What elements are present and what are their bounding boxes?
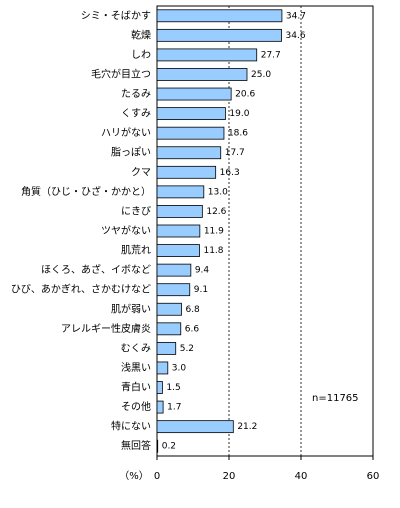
- value-label: 0.2: [162, 442, 176, 452]
- y-tick-label: にきび: [121, 205, 151, 217]
- value-label: 11.8: [203, 246, 223, 256]
- y-tick-label: 角質（ひじ・ひざ・かかと）: [21, 185, 151, 198]
- bar: [156, 48, 258, 62]
- bar: [156, 87, 232, 101]
- bar: [156, 68, 248, 81]
- bar: [156, 400, 164, 414]
- y-tick-label: ツヤがない: [101, 224, 151, 237]
- bar: [156, 322, 182, 336]
- x-tick-label: 20: [223, 471, 236, 482]
- y-tick-label: 特にない: [111, 421, 151, 433]
- x-tick-label: 60: [367, 471, 380, 482]
- value-label: 13.0: [208, 187, 228, 197]
- bar: [156, 9, 283, 23]
- value-label: 19.0: [229, 109, 249, 119]
- bar: [156, 185, 205, 199]
- y-tick-label: 無回答: [121, 439, 151, 452]
- value-label: 27.7: [261, 50, 281, 60]
- value-label: 6.8: [185, 305, 200, 315]
- y-tick-label: シミ・そばかす: [81, 10, 151, 22]
- value-label: 12.6: [206, 207, 226, 217]
- y-tick-label: ひび、あかぎれ、さかむけなど: [11, 283, 151, 296]
- y-tick-label: ハリがない: [101, 126, 151, 139]
- y-tick-label: 乾燥: [131, 28, 151, 41]
- x-tick-label: 40: [295, 471, 308, 482]
- y-tick-label: その他: [121, 400, 151, 413]
- y-tick-label: アレルギー性皮膚炎: [61, 322, 151, 335]
- y-tick-label: たるみ: [121, 88, 151, 100]
- bar: [156, 224, 201, 238]
- value-label: 17.7: [225, 148, 245, 158]
- value-label: 34.7: [286, 11, 306, 21]
- value-label: 9.1: [194, 285, 208, 295]
- value-label: 25.0: [251, 70, 271, 80]
- value-label: 11.9: [204, 227, 224, 237]
- y-tick-label: クマ: [131, 166, 151, 178]
- y-tick-label: 青白い: [121, 381, 151, 394]
- bar: [156, 439, 159, 453]
- x-tick-label: 0: [154, 471, 160, 482]
- bar: [156, 263, 192, 277]
- value-label: 1.5: [166, 383, 180, 393]
- bar: [156, 126, 225, 140]
- y-tick-label: 脂っぽい: [111, 146, 151, 159]
- value-label: 3.0: [172, 363, 187, 373]
- bar: [156, 283, 191, 297]
- bar: [156, 165, 217, 179]
- value-label: 16.3: [220, 168, 240, 178]
- y-tick-label: ほくろ、あざ、イボなど: [41, 263, 151, 276]
- bar: [156, 28, 282, 42]
- y-tick-label: 毛穴が目立つ: [91, 67, 151, 80]
- bar: [156, 205, 203, 218]
- bar: [156, 361, 169, 375]
- y-tick-label: しわ: [131, 49, 151, 61]
- y-tick-label: 肌が弱い: [111, 302, 151, 315]
- bar: [156, 381, 163, 394]
- x-axis-label: （%）: [119, 470, 149, 482]
- bar: [156, 107, 226, 121]
- value-label: 18.6: [228, 129, 248, 139]
- value-label: 21.2: [237, 422, 257, 432]
- value-label: 1.7: [167, 403, 181, 413]
- bar: [156, 146, 222, 160]
- bar: [156, 420, 234, 434]
- bar: [156, 302, 182, 316]
- bar: [156, 244, 200, 257]
- y-tick-label: むくみ: [121, 342, 151, 354]
- y-tick-label: 肌荒れ: [121, 245, 151, 257]
- bar: [156, 341, 177, 355]
- value-label: 5.2: [180, 344, 194, 354]
- value-label: 34.6: [286, 31, 306, 41]
- value-label: 20.6: [235, 90, 255, 100]
- annotation: n=11765: [312, 393, 359, 404]
- value-label: 9.4: [195, 266, 210, 276]
- y-tick-label: くすみ: [121, 108, 151, 120]
- y-tick-label: 浅黒い: [121, 361, 151, 374]
- value-label: 6.6: [185, 324, 200, 334]
